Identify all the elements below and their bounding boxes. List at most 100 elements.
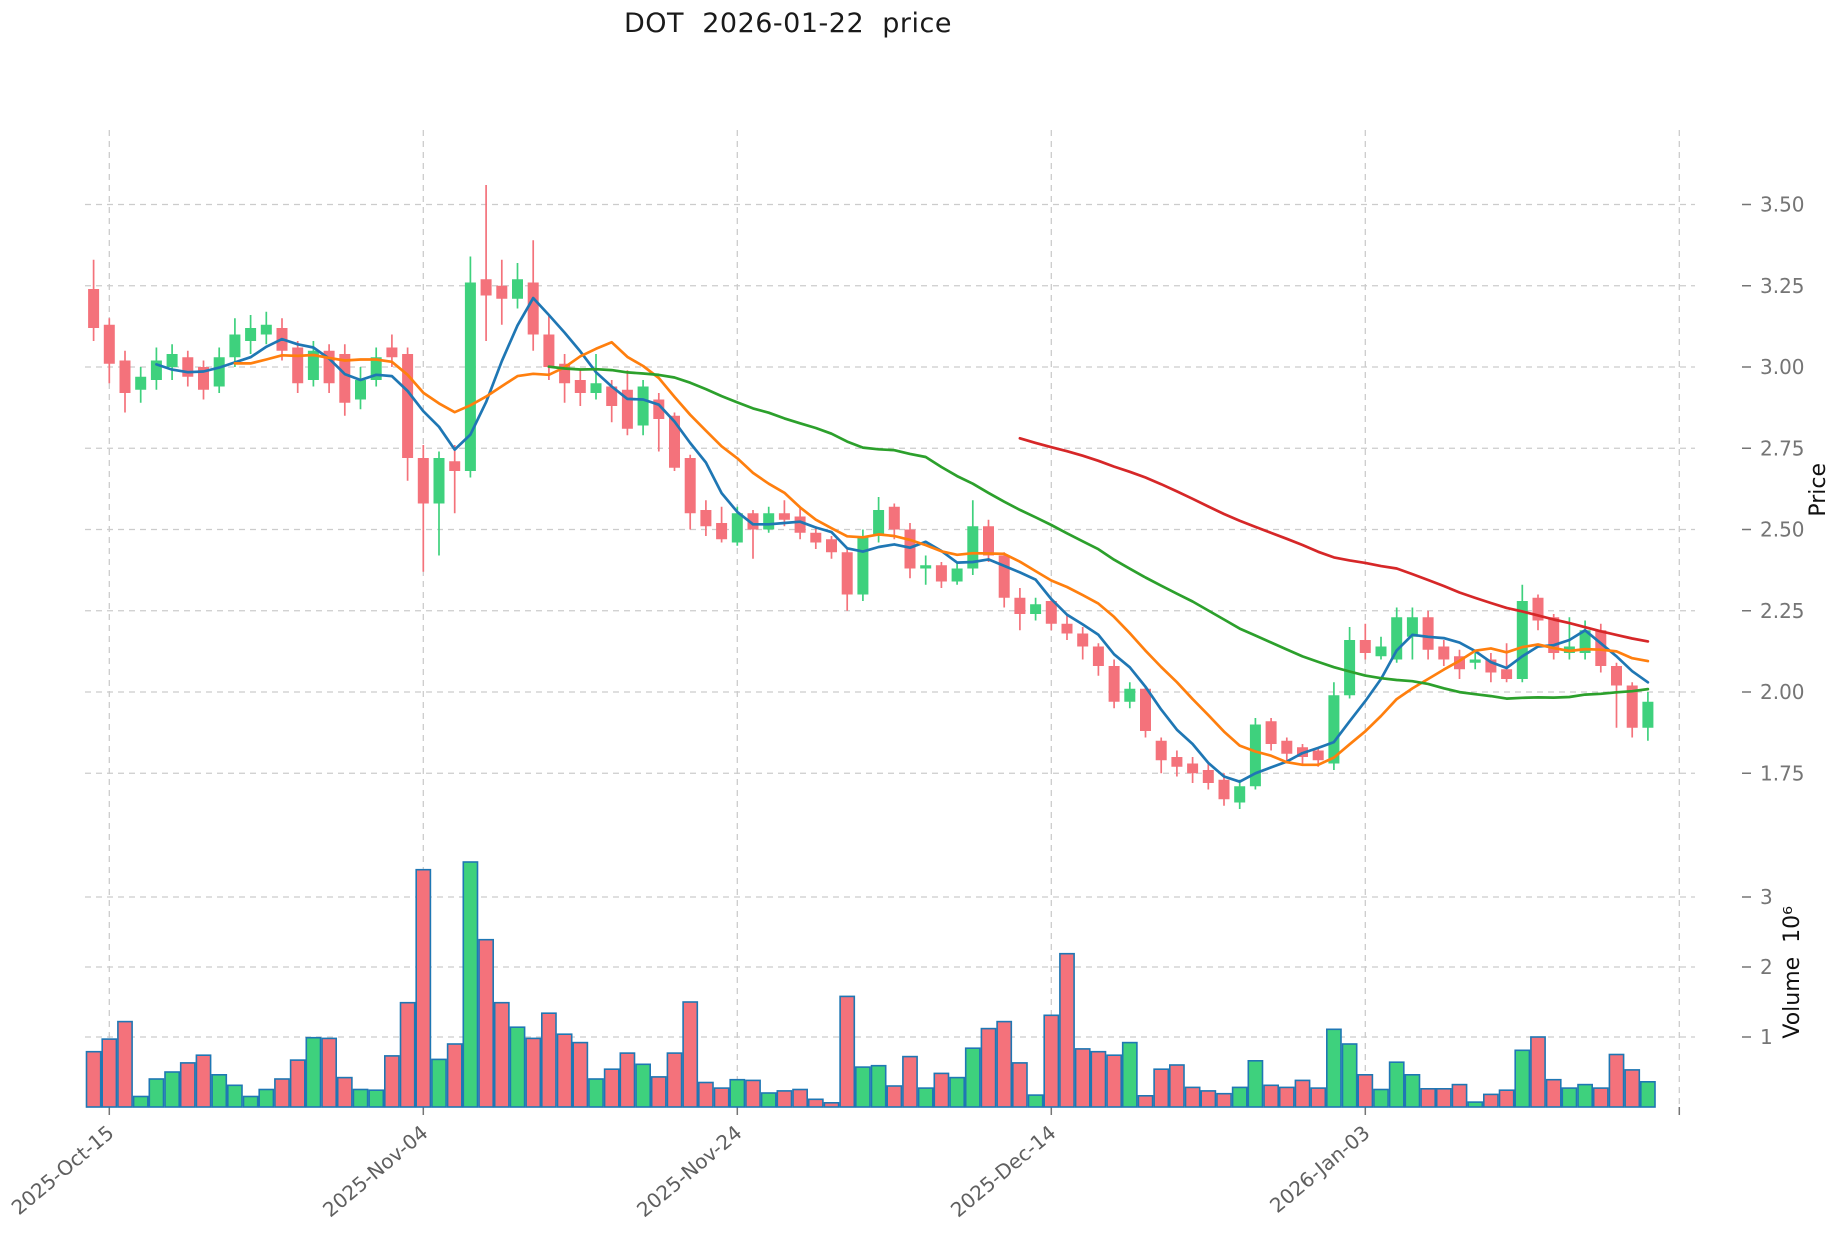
candle-body (417, 458, 429, 504)
candle-body (826, 539, 837, 553)
volume-bar (1074, 1048, 1091, 1108)
candle-body (1124, 688, 1136, 702)
volume-bar (1467, 1101, 1484, 1108)
candle-body (1218, 779, 1230, 800)
volume-bar (588, 1078, 604, 1108)
candle-body (370, 357, 382, 380)
volume-bar (352, 1088, 369, 1108)
volume-bar (195, 1054, 212, 1108)
volume-bar (1011, 1062, 1028, 1108)
volume-bar (1357, 1074, 1374, 1108)
ma-line-60 (1018, 436, 1650, 643)
volume-bar (619, 1052, 636, 1108)
volume-bar (211, 1074, 228, 1108)
volume-bar (258, 1088, 275, 1108)
ma-line-5 (155, 296, 1650, 784)
volume-bar (274, 1078, 290, 1108)
x-tick-label: 2026-Jan-03 (1265, 1120, 1374, 1217)
volume-bar (85, 1050, 102, 1108)
candle-body (339, 354, 351, 403)
volume-bar (603, 1068, 620, 1108)
candle-body (355, 380, 366, 400)
volume-bar (792, 1088, 808, 1108)
candle-body (998, 555, 1010, 598)
volume-bar (1530, 1036, 1546, 1108)
candle-body (386, 347, 398, 358)
candle-body (182, 357, 194, 377)
price-tick-label: 2.00 (1760, 680, 1805, 704)
volume-bar (1577, 1083, 1593, 1108)
candle-body (292, 347, 304, 384)
volume-bar (776, 1090, 793, 1108)
ma-line-10 (233, 340, 1650, 767)
candle-body (402, 354, 414, 458)
volume-bar (164, 1071, 180, 1108)
candle-body (1406, 617, 1418, 637)
candle-body (323, 350, 335, 384)
candle-body (1359, 640, 1371, 653)
price-tick-label: 2.25 (1760, 599, 1805, 623)
volume-bar (996, 1020, 1013, 1108)
candle-body (763, 513, 775, 530)
volume-bar (745, 1079, 761, 1108)
volume-bar (368, 1089, 385, 1108)
candle-body (103, 324, 115, 364)
volume-bar (1640, 1081, 1656, 1108)
candle-body (1485, 659, 1497, 673)
volume-bar (650, 1076, 667, 1108)
candle-body (873, 510, 885, 536)
volume-tick-label: 2 (1760, 955, 1773, 979)
volume-bar (854, 1066, 871, 1108)
volume-bar (117, 1020, 133, 1108)
candle-body (88, 289, 100, 328)
candle-body (1014, 597, 1026, 614)
candle-body (1030, 604, 1042, 614)
candle-body (135, 376, 147, 390)
volume-bar (572, 1041, 589, 1108)
ma-line-30 (547, 365, 1650, 700)
candle-body (1077, 633, 1089, 647)
candle-body (951, 568, 963, 582)
candle-body (1234, 786, 1246, 803)
candle-body (1438, 646, 1450, 660)
candle-body (1312, 750, 1324, 761)
volume-bar (1153, 1068, 1170, 1108)
candle-body (1187, 763, 1199, 774)
volume-bar (823, 1102, 840, 1108)
volume-bar (949, 1076, 965, 1108)
price-tick-label: 1.75 (1760, 761, 1805, 785)
candle-body (1626, 685, 1638, 728)
x-tick-label: 2025-Nov-24 (632, 1120, 746, 1221)
volume-bar (635, 1063, 651, 1108)
volume-bar (179, 1062, 196, 1108)
volume-bar (1373, 1088, 1389, 1108)
candle-body (810, 532, 822, 543)
candle-body (464, 282, 476, 471)
candle-body (1202, 770, 1214, 783)
volume-bar (807, 1098, 824, 1108)
candle-body (543, 334, 555, 367)
candle-body (857, 536, 869, 595)
volume-bar (1420, 1088, 1436, 1108)
candle-body (967, 526, 979, 569)
candle-body (653, 399, 665, 419)
volume-bar (886, 1085, 903, 1108)
volume-bar (509, 1026, 526, 1108)
candle-body (920, 565, 932, 569)
volume-bar (839, 995, 856, 1108)
candle-body (1548, 617, 1560, 653)
volume-bar (964, 1047, 981, 1108)
candle-body (935, 565, 947, 582)
volume-bar (478, 938, 494, 1108)
x-tick-label: 2025-Oct-15 (7, 1120, 119, 1219)
volume-bar (1514, 1049, 1531, 1108)
volume-bar (697, 1081, 714, 1108)
candle-body (716, 523, 728, 540)
candle-body (1061, 623, 1073, 634)
volume-bar (1341, 1043, 1358, 1108)
volume-bar (462, 861, 479, 1108)
volume-bar (1247, 1060, 1264, 1108)
candle-body (1140, 688, 1151, 731)
volume-bar (1200, 1090, 1217, 1108)
